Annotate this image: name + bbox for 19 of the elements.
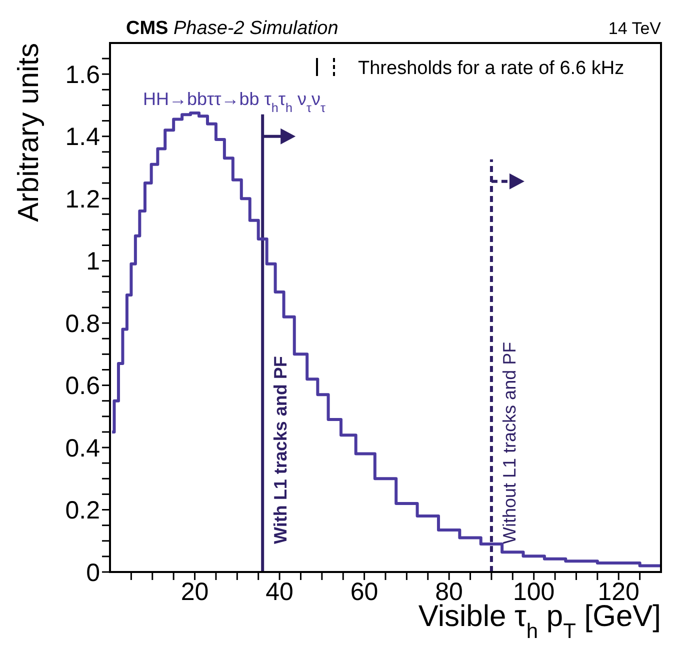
annotation: HH→bbττ→bb τ$_{h}$τ$_{h}$ ν$_{τ}$ν$_{τ}$: [143, 89, 326, 115]
y-tick-label: 1.2: [65, 185, 100, 214]
y-tick-label: 1.6: [65, 60, 100, 89]
chart-title: CMS Phase-2 Simulation: [126, 18, 338, 39]
x-tick-label: 60: [350, 578, 378, 606]
ref-line-label: Without L1 tracks and PF: [499, 342, 520, 544]
y-axis-title: Arbitrary units: [13, 43, 45, 222]
y-tick-label: 1.4: [65, 123, 100, 152]
x-tick-label: 40: [266, 578, 294, 606]
ref-line-label: With L1 tracks and PF: [270, 356, 291, 544]
y-tick-label: 0.6: [65, 372, 100, 400]
y-tick-label: 1: [86, 248, 100, 276]
y-tick-label: 0: [86, 558, 100, 587]
x-tick-label: 20: [180, 578, 209, 606]
annotation: Thresholds for a rate of 6.6 kHz: [358, 58, 624, 79]
y-tick-label: 0.2: [65, 496, 100, 525]
y-tick-label: 0.4: [65, 434, 100, 462]
text: 14 TeV: [608, 19, 662, 38]
y-tick-label: 0.8: [65, 310, 100, 338]
